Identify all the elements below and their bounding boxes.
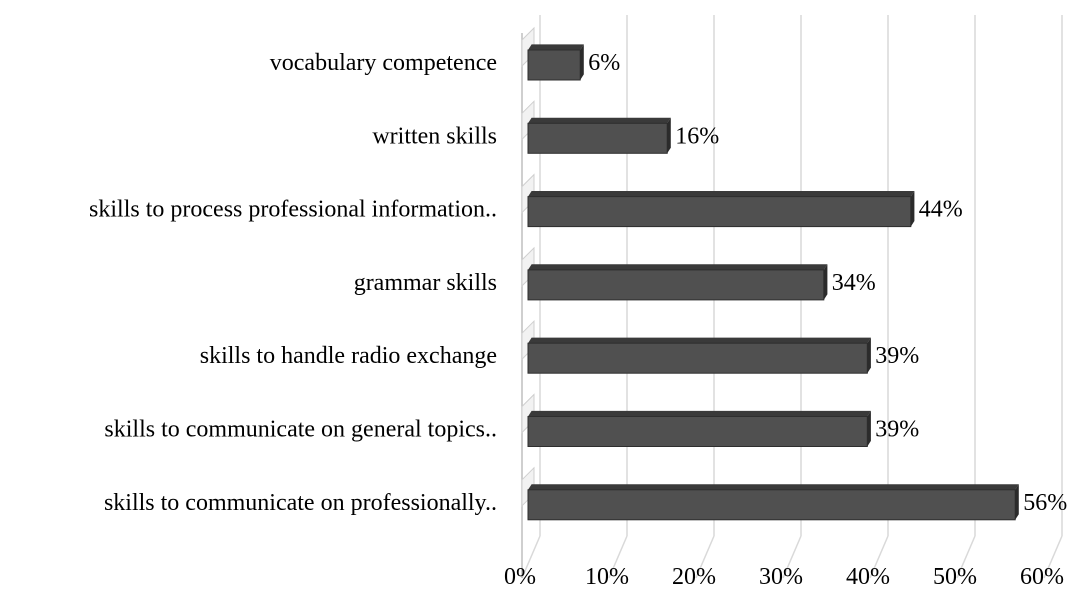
category-label: skills to process professional informati… — [89, 197, 497, 223]
category-label: skills to handle radio exchange — [200, 343, 497, 369]
gridline-floor — [695, 535, 715, 579]
value-label: 34% — [832, 270, 876, 296]
bar-side-face — [910, 191, 915, 227]
value-label: 6% — [588, 50, 620, 76]
category-labels: vocabulary competence written skills skill… — [89, 50, 497, 516]
value-label: 39% — [875, 417, 919, 443]
bar-top-face — [528, 44, 584, 50]
bar-top-face — [528, 264, 828, 270]
category-label: written skills — [372, 123, 497, 149]
gridline-floor — [956, 535, 976, 579]
x-tick-label: 10% — [585, 564, 629, 590]
bars — [527, 44, 1019, 521]
bar — [527, 342, 868, 374]
bar — [527, 269, 825, 301]
gridline-floor — [869, 535, 889, 579]
value-label: 44% — [919, 197, 963, 223]
x-tick-label: 0% — [504, 564, 536, 590]
x-tick-label: 20% — [672, 564, 716, 590]
gridline-floor — [782, 535, 802, 579]
value-labels: 6% 16% 44% 34% 39% 39% 56% — [588, 50, 1067, 516]
value-label: 39% — [875, 343, 919, 369]
x-tick-label: 30% — [759, 564, 803, 590]
bar — [527, 49, 581, 81]
bar-side-face — [667, 117, 671, 154]
bar — [527, 416, 868, 447]
category-label: vocabulary competence — [270, 50, 497, 76]
bar-side-face — [580, 44, 584, 80]
x-tick-label: 60% — [1020, 564, 1064, 590]
x-tick-label: 50% — [933, 564, 977, 590]
bar-top-face — [528, 117, 671, 124]
category-label: grammar skills — [354, 270, 497, 296]
bar-side-face — [823, 264, 828, 300]
bar-top-face — [528, 410, 871, 417]
bar-top-face — [528, 191, 915, 197]
bar-side-face — [1015, 484, 1019, 520]
bar-top-face — [528, 337, 871, 344]
gridline-floor — [608, 535, 628, 579]
bar-side-face — [867, 410, 871, 447]
gridline-floor — [521, 535, 541, 579]
bar-side-face — [867, 337, 871, 374]
bar — [527, 196, 912, 228]
value-label: 56% — [1023, 490, 1067, 516]
x-axis-tick-labels: 0% 10% 20% 30% 40% 50% 60% — [504, 564, 1064, 590]
gridline-floor — [1043, 535, 1063, 579]
bar — [527, 489, 1016, 521]
bar — [527, 122, 668, 154]
bar-top-face — [528, 484, 1019, 490]
category-label: skills to communicate on professionally.… — [104, 490, 497, 516]
value-label: 16% — [675, 123, 719, 149]
x-tick-label: 40% — [846, 564, 890, 590]
category-label: skills to communicate on general topics.… — [104, 417, 497, 443]
